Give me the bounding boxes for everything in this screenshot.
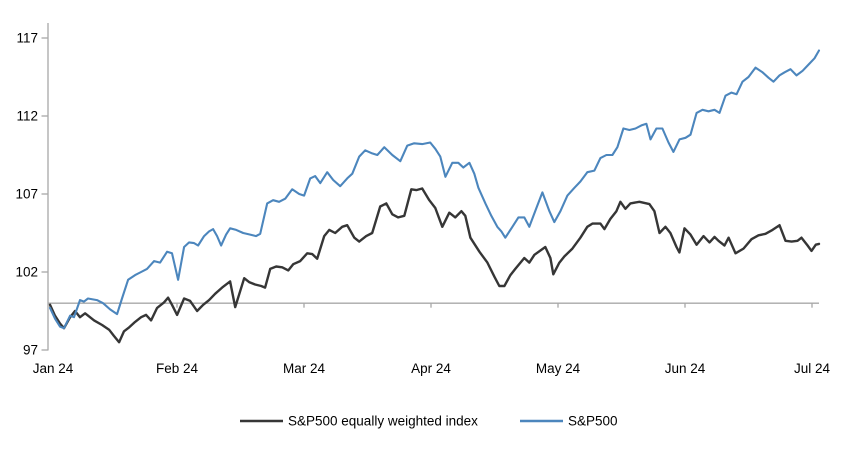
x-tick-label: Mar 24 [283, 361, 326, 376]
x-tick-label: Jan 24 [33, 361, 74, 376]
x-tick-label: May 24 [536, 361, 581, 376]
legend-label: S&P500 [568, 414, 618, 429]
x-tick-label: Apr 24 [411, 361, 451, 376]
x-tick-label: Jul 24 [794, 361, 831, 376]
axis-labels-layer: 97 102 107 112 117 Jan 24 Feb 24 Mar 24 Apr 24 Ma… [15, 31, 830, 377]
y-tick-label: 112 [16, 109, 38, 124]
series-layer [48, 49, 821, 344]
axes-layer [41, 23, 819, 351]
legend-label: S&P500 equally weighted index [288, 414, 478, 429]
x-tick-label: Feb 24 [156, 361, 199, 376]
y-tick-label: 107 [15, 187, 38, 202]
y-tick-label: 97 [23, 343, 38, 358]
x-tick-label: Jun 24 [665, 361, 706, 376]
sp500-line [48, 49, 821, 330]
legend: S&P500 equally weighted index S&P500 [240, 414, 618, 429]
equal-weight-index-line [48, 187, 821, 344]
y-tick-label: 102 [15, 265, 38, 280]
y-tick-label: 117 [16, 31, 38, 46]
